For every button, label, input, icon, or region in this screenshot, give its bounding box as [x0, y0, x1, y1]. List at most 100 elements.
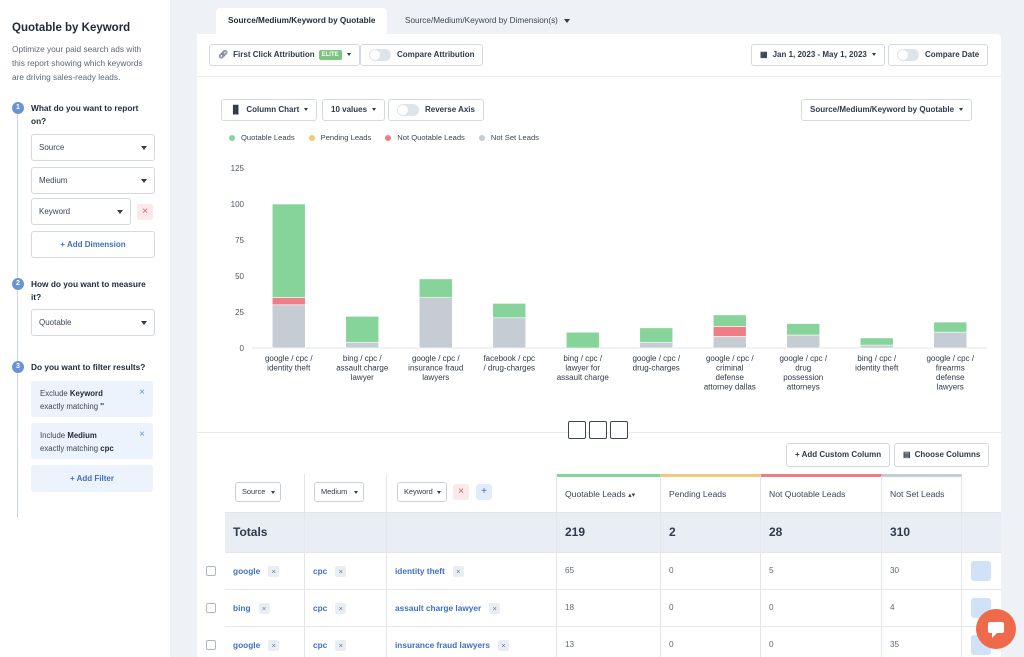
bar-segment[interactable]: [639, 341, 674, 349]
split-view-icon[interactable]: [568, 421, 586, 439]
keyword-chip[interactable]: identity theft: [395, 566, 445, 576]
add-column-icon[interactable]: +: [476, 484, 492, 500]
legend-item-quotable[interactable]: Quotable Leads: [229, 133, 295, 142]
header-pending-leads[interactable]: Pending Leads: [661, 474, 761, 512]
values-count-dropdown[interactable]: 10 values: [322, 99, 386, 121]
table-view-icon[interactable]: [589, 421, 607, 439]
add-dimension-button[interactable]: + Add Dimension: [31, 231, 155, 258]
keyword-column-select[interactable]: Keyword: [397, 482, 447, 502]
bar-segment[interactable]: [933, 321, 968, 333]
row-checkbox[interactable]: [206, 640, 216, 650]
keyword-chip[interactable]: assault charge lawyer: [395, 603, 482, 613]
medium-chip[interactable]: cpc: [313, 566, 328, 576]
people-icon[interactable]: [971, 561, 991, 581]
bar-segment[interactable]: [271, 203, 306, 298]
dimension-select-keyword[interactable]: Keyword: [31, 198, 131, 225]
bar-segment[interactable]: [712, 336, 747, 349]
bar-segment[interactable]: [418, 278, 453, 298]
bar-segment[interactable]: [933, 331, 968, 349]
filter-include-medium[interactable]: Include Medium exactly matching cpc ×: [31, 423, 153, 459]
bar-segment[interactable]: [418, 297, 453, 349]
source-chip[interactable]: google: [233, 640, 261, 650]
medium-chip[interactable]: cpc: [313, 603, 328, 613]
choose-columns-button[interactable]: ▤ Choose Columns: [894, 443, 990, 467]
pending-value: 0: [661, 590, 761, 626]
description-line: this report showing which keywords: [12, 58, 143, 68]
bar-segment[interactable]: [345, 316, 380, 343]
legend-item-pending[interactable]: Pending Leads: [308, 133, 371, 142]
legend-item-not-quotable[interactable]: Not Quotable Leads: [385, 133, 465, 142]
chart-type-dropdown[interactable]: ▐▌ Column Chart: [221, 99, 318, 121]
total-not-set: 310: [882, 513, 962, 552]
bar-segment[interactable]: [565, 331, 600, 349]
date-range-picker[interactable]: ▦ Jan 1, 2023 - May 1, 2023: [751, 44, 885, 66]
chart-view-icon[interactable]: [610, 421, 628, 439]
remove-filter-icon[interactable]: ×: [139, 387, 145, 398]
compare-attribution-toggle[interactable]: Compare Attribution: [360, 44, 484, 66]
divider: [197, 76, 1001, 77]
bar-segment[interactable]: [712, 314, 747, 327]
compare-date-toggle[interactable]: Compare Date: [888, 44, 989, 66]
bar-segment[interactable]: [345, 341, 380, 349]
bar-segment[interactable]: [712, 326, 747, 337]
sort-icon[interactable]: ▴▾: [628, 492, 636, 499]
remove-column-icon[interactable]: ×: [453, 484, 469, 500]
attribution-dropdown[interactable]: 🔗︎ First Click Attribution ELITE: [209, 44, 360, 66]
header-not-set-leads[interactable]: Not Set Leads: [882, 474, 962, 512]
add-custom-column-button[interactable]: + Add Custom Column: [786, 443, 891, 467]
bar-segment[interactable]: [859, 337, 894, 346]
medium-chip[interactable]: cpc: [313, 640, 328, 650]
bar-segment[interactable]: [271, 304, 306, 349]
question-line: it?: [31, 292, 42, 302]
tab-by-dimensions[interactable]: Source/Medium/Keyword by Dimension(s): [393, 8, 582, 34]
bar-segment[interactable]: [639, 327, 674, 343]
tab-by-quotable[interactable]: Source/Medium/Keyword by Quotable: [216, 8, 388, 34]
step-connector-line: [17, 108, 18, 518]
bar-segment[interactable]: [492, 303, 527, 319]
chat-icon[interactable]: [976, 609, 1016, 649]
filter-exclude-keyword[interactable]: Exclude Keyword exactly matching '' ×: [31, 381, 153, 417]
select-value: Source: [39, 143, 65, 152]
remove-chip-icon[interactable]: ×: [335, 566, 347, 578]
remove-chip-icon[interactable]: ×: [452, 566, 464, 578]
source-column-select[interactable]: Source: [235, 482, 281, 502]
keyword-chip[interactable]: insurance fraud lawyers: [395, 640, 490, 650]
bar-segment[interactable]: [786, 323, 821, 336]
header-quotable-leads[interactable]: Quotable Leads ▴▾: [557, 474, 661, 512]
remove-chip-icon[interactable]: ×: [489, 603, 501, 615]
table-row[interactable]: google × cpc × insurance fraud lawyers × 13…: [206, 626, 1001, 657]
reverse-axis-toggle[interactable]: Reverse Axis: [388, 99, 484, 121]
y-tick-label: 25: [235, 308, 244, 317]
dimension-select-source[interactable]: Source: [31, 134, 155, 161]
table-row[interactable]: google × cpc × identity theft × 65 0 5 30: [206, 552, 1001, 589]
bar-segment[interactable]: [859, 344, 894, 349]
toggle-switch[interactable]: [369, 48, 391, 61]
remove-chip-icon[interactable]: ×: [268, 640, 280, 652]
header-not-quotable-leads[interactable]: Not Quotable Leads: [761, 474, 882, 512]
remove-chip-icon[interactable]: ×: [268, 566, 280, 578]
toggle-label: Reverse Axis: [425, 105, 475, 114]
remove-chip-icon[interactable]: ×: [498, 640, 509, 652]
bar-segment[interactable]: [786, 334, 821, 349]
source-chip[interactable]: bing: [233, 603, 251, 613]
total-pending: 2: [661, 513, 761, 552]
toggle-switch[interactable]: [397, 103, 419, 116]
source-chip[interactable]: google: [233, 566, 261, 576]
bar-segment[interactable]: [271, 297, 306, 306]
remove-chip-icon[interactable]: ×: [335, 640, 347, 652]
row-checkbox[interactable]: [206, 566, 216, 576]
add-filter-button[interactable]: + Add Filter: [31, 465, 153, 492]
dimension-select-medium[interactable]: Medium: [31, 167, 155, 194]
table-row[interactable]: bing × cpc × assault charge lawyer × 18 0 0…: [206, 589, 1001, 626]
group-by-dropdown[interactable]: Source/Medium/Keyword by Quotable: [801, 99, 973, 121]
remove-chip-icon[interactable]: ×: [335, 603, 347, 615]
remove-filter-icon[interactable]: ×: [139, 429, 145, 440]
legend-item-not-set[interactable]: Not Set Leads: [478, 133, 539, 142]
toggle-switch[interactable]: [897, 48, 919, 61]
measure-select[interactable]: Quotable: [31, 309, 155, 336]
row-checkbox[interactable]: [206, 603, 216, 613]
remove-chip-icon[interactable]: ×: [258, 603, 270, 615]
remove-dimension-icon[interactable]: ×: [137, 204, 153, 220]
bar-segment[interactable]: [492, 317, 527, 349]
medium-column-select[interactable]: Medium: [314, 482, 364, 502]
